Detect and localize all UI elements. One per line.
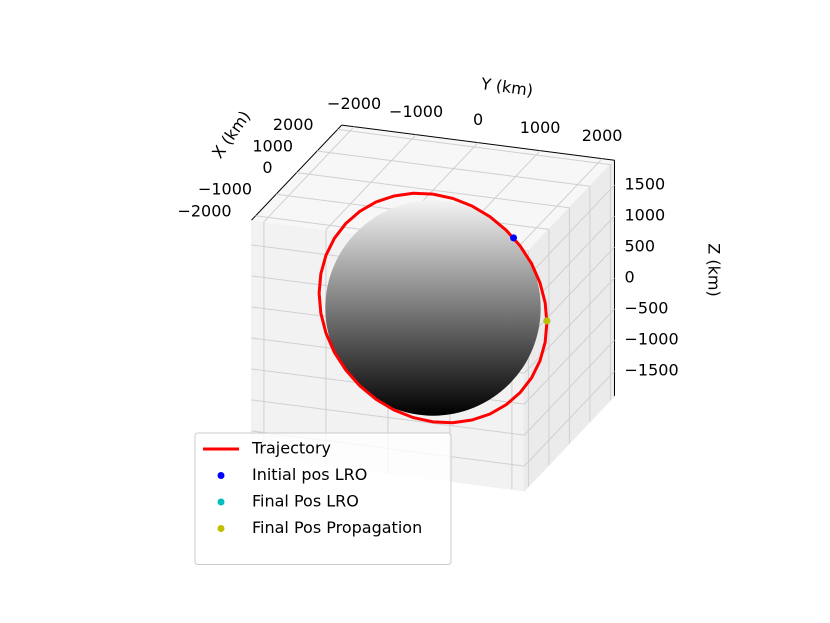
x-tick-label: 0 [262, 158, 272, 177]
x-tick-label: 2000 [273, 115, 314, 134]
legend-label: Initial pos LRO [252, 465, 367, 484]
x-tick-label: −2000 [177, 201, 231, 220]
grid-line [263, 126, 355, 223]
legend-label: Final Pos Propagation [252, 518, 422, 537]
trajectory-line [317, 191, 549, 425]
grid-line [523, 277, 615, 374]
grid-line [523, 370, 615, 467]
legend-label: Final Pos LRO [252, 492, 359, 511]
grid-line [511, 158, 603, 255]
z-tick-label: 500 [625, 237, 656, 256]
grid-line [523, 246, 615, 343]
legend-swatch [217, 472, 225, 479]
legend-swatch [217, 525, 225, 532]
z-tick-label: −1000 [625, 330, 679, 349]
z-tick-label: −1500 [625, 361, 679, 380]
y-tick-label: −2000 [327, 94, 381, 113]
grid-line [523, 339, 615, 436]
grid-line [251, 399, 525, 436]
z-tick-label: −500 [625, 299, 669, 318]
legend-box [194, 432, 452, 565]
position-marker [510, 234, 518, 242]
grid-line [523, 308, 615, 405]
y-tick-label: 2000 [582, 126, 623, 145]
y-tick-label: 0 [473, 110, 483, 129]
z-tick-label: 0 [625, 268, 635, 287]
legend-swatch [217, 498, 225, 506]
x-axis-label: X (km) [208, 107, 254, 162]
y-tick-label: 1000 [520, 118, 561, 137]
x-tick-label: 1000 [252, 137, 293, 156]
z-tick-label: 1000 [625, 206, 666, 225]
legend-label: Trajectory [251, 439, 331, 458]
z-tick-label: 1500 [625, 175, 666, 194]
grid-line [523, 184, 615, 281]
y-tick-label: −1000 [389, 102, 443, 121]
y-axis-label: Y (km) [479, 74, 534, 100]
moon-sphere [325, 200, 541, 416]
position-marker [543, 317, 551, 325]
grid-line [325, 134, 417, 231]
z-axis-label: Z (km) [705, 243, 724, 296]
x-tick-label: −1000 [198, 180, 252, 199]
